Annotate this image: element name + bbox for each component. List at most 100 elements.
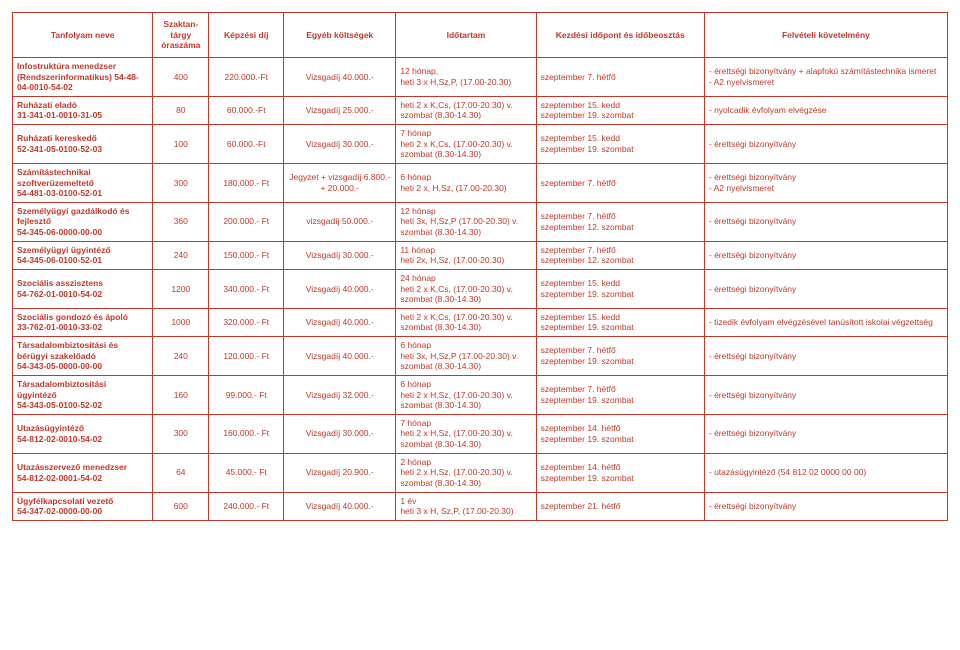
cell-hours: 240 (153, 241, 209, 269)
table-row: Ügyfélkapcsolati vezető54-347-02-0000-00… (13, 492, 948, 520)
table-row: Infostruktúra menedzser (Rendszerinforma… (13, 57, 948, 96)
cell-other: Vizsgadíj 40.000.- (284, 269, 396, 308)
cell-name: Ruházati kereskedő52-341-05-0100-52-03 (13, 125, 153, 164)
cell-name: Társadalombiztosítási ügyintéző54-343-05… (13, 375, 153, 414)
col-start: Kezdési időpont és időbeosztás (536, 13, 704, 58)
cell-start: szeptember 7. hétfőszeptember 19. szomba… (536, 337, 704, 376)
cell-req: - érettségi bizonyítvány (704, 125, 947, 164)
cell-other: Vizsgadíj 30.000.- (284, 125, 396, 164)
col-hours: Szaktan-tárgy óraszáma (153, 13, 209, 58)
table-row: Szociális gondozó és ápoló33-762-01-0010… (13, 308, 948, 336)
cell-other: Vizsgadíj 20.900.- (284, 453, 396, 492)
table-row: Személyügyi gazdálkodó és fejlesztő54-34… (13, 202, 948, 241)
cell-name: Ruházati eladó31-341-01-0010-31-05 (13, 96, 153, 124)
cell-other: Vizsgadíj 40.000.- (284, 337, 396, 376)
cell-other: Vizsgadíj 40.000.- (284, 492, 396, 520)
cell-name: Társadalombiztosítási és bérügyi szakelő… (13, 337, 153, 376)
cell-fee: 160.000.- Ft (209, 414, 284, 453)
cell-hours: 100 (153, 125, 209, 164)
col-fee: Képzési díj (209, 13, 284, 58)
cell-start: szeptember 7. hétfőszeptember 19. szomba… (536, 375, 704, 414)
cell-duration: 2 hónapheti 2 x H,Sz, (17.00-20.30) v. s… (396, 453, 536, 492)
cell-hours: 240 (153, 337, 209, 376)
cell-duration: 7 hónapheti 2 x K,Cs, (17.00-20.30) v. s… (396, 125, 536, 164)
course-table: Tanfolyam neve Szaktan-tárgy óraszáma Ké… (12, 12, 948, 521)
cell-start: szeptember 7. hétfőszeptember 12. szomba… (536, 241, 704, 269)
cell-req: - érettségi bizonyítvány + alapfokú szám… (704, 57, 947, 96)
cell-hours: 300 (153, 414, 209, 453)
col-req: Felvételi követelmény (704, 13, 947, 58)
cell-fee: 150.000.- Ft (209, 241, 284, 269)
cell-fee: 60.000.-Ft (209, 96, 284, 124)
cell-hours: 1000 (153, 308, 209, 336)
table-body: Infostruktúra menedzser (Rendszerinforma… (13, 57, 948, 520)
cell-fee: 180.000.- Ft (209, 163, 284, 202)
cell-req: - érettségi bizonyítvány- A2 nyelvismere… (704, 163, 947, 202)
cell-start: szeptember 7. hétfő (536, 57, 704, 96)
cell-other: Vizsgadíj 30.000.- (284, 241, 396, 269)
table-row: Személyügyi ügyintéző54-345-06-0100-52-0… (13, 241, 948, 269)
cell-hours: 80 (153, 96, 209, 124)
cell-fee: 320.000.- Ft (209, 308, 284, 336)
cell-duration: 6 hónapheti 3x, H,Sz,P (17.00-20.30) v. … (396, 337, 536, 376)
cell-fee: 45.000.- Ft (209, 453, 284, 492)
cell-duration: 12 hónapheti 3x, H,Sz,P (17.00-20.30) v.… (396, 202, 536, 241)
cell-duration: 1 évheti 3 x H, Sz,P, (17.00-20.30) (396, 492, 536, 520)
cell-name: Számítástechnikai szoftverüzemeltető54-4… (13, 163, 153, 202)
cell-fee: 240.000.- Ft (209, 492, 284, 520)
cell-fee: 220.000.-Ft (209, 57, 284, 96)
cell-start: szeptember 15. keddszeptember 19. szomba… (536, 125, 704, 164)
cell-duration: 12 hónap,heti 3 x H,Sz,P, (17.00-20.30) (396, 57, 536, 96)
cell-name: Szociális asszisztens54-762-01-0010-54-0… (13, 269, 153, 308)
table-row: Ruházati kereskedő52-341-05-0100-52-0310… (13, 125, 948, 164)
cell-name: Szociális gondozó és ápoló33-762-01-0010… (13, 308, 153, 336)
cell-req: - érettségi bizonyítvány (704, 269, 947, 308)
cell-start: szeptember 14. hétfőszeptember 19. szomb… (536, 414, 704, 453)
cell-hours: 360 (153, 202, 209, 241)
cell-other: Vizsgadíj 32.000.- (284, 375, 396, 414)
table-row: Társadalombiztosítási és bérügyi szakelő… (13, 337, 948, 376)
table-row: Társadalombiztosítási ügyintéző54-343-05… (13, 375, 948, 414)
cell-start: szeptember 15. keddszeptember 19. szomba… (536, 96, 704, 124)
table-row: Utazásügyintéző54-812-02-0010-54-0230016… (13, 414, 948, 453)
cell-start: szeptember 7. hétfő (536, 163, 704, 202)
cell-start: szeptember 15. keddszeptember 19. szomba… (536, 308, 704, 336)
cell-req: - érettségi bizonyítvány (704, 492, 947, 520)
cell-start: szeptember 14. hétfőszeptember 19. szomb… (536, 453, 704, 492)
cell-other: Vizsgadíj 40.000.- (284, 308, 396, 336)
cell-fee: 120.000.- Ft (209, 337, 284, 376)
table-row: Ruházati eladó31-341-01-0010-31-058060.0… (13, 96, 948, 124)
cell-other: Vizsgadíj 25.000.- (284, 96, 396, 124)
cell-hours: 64 (153, 453, 209, 492)
col-duration: Időtartam (396, 13, 536, 58)
cell-name: Személyügyi ügyintéző54-345-06-0100-52-0… (13, 241, 153, 269)
cell-duration: 6 hónapheti 2 x H,Sz, (17.00-20.30) v. s… (396, 375, 536, 414)
cell-hours: 400 (153, 57, 209, 96)
cell-start: szeptember 21. hétfő (536, 492, 704, 520)
cell-hours: 300 (153, 163, 209, 202)
cell-req: - érettségi bizonyítvány (704, 202, 947, 241)
cell-other: Jegyzet + vizsgadíj 6.800.- + 20.000.- (284, 163, 396, 202)
cell-req: - érettségi bizonyítvány (704, 414, 947, 453)
cell-start: szeptember 15. keddszeptember 19. szomba… (536, 269, 704, 308)
cell-other: Vizsgadíj 30.000.- (284, 414, 396, 453)
cell-req: - érettségi bizonyítvány (704, 241, 947, 269)
cell-duration: 11 hónapheti 2x, H,Sz, (17.00-20.30) (396, 241, 536, 269)
cell-other: vizsgadíj 50.000.- (284, 202, 396, 241)
col-name: Tanfolyam neve (13, 13, 153, 58)
table-row: Utazásszervező menedzser54-812-02-0001-5… (13, 453, 948, 492)
cell-hours: 1200 (153, 269, 209, 308)
cell-name: Infostruktúra menedzser (Rendszerinforma… (13, 57, 153, 96)
table-row: Szociális asszisztens54-762-01-0010-54-0… (13, 269, 948, 308)
table-header: Tanfolyam neve Szaktan-tárgy óraszáma Ké… (13, 13, 948, 58)
cell-fee: 340.000.- Ft (209, 269, 284, 308)
cell-fee: 99.000.- Ft (209, 375, 284, 414)
cell-duration: 24 hónapheti 2 x K,Cs, (17.00-20.30) v. … (396, 269, 536, 308)
cell-name: Utazásügyintéző54-812-02-0010-54-02 (13, 414, 153, 453)
cell-other: Vizsgadíj 40.000.- (284, 57, 396, 96)
cell-hours: 160 (153, 375, 209, 414)
cell-req: - érettségi bizonyítvány (704, 337, 947, 376)
cell-fee: 60.000.-Ft (209, 125, 284, 164)
cell-start: szeptember 7. hétfőszeptember 12. szomba… (536, 202, 704, 241)
table-row: Számítástechnikai szoftverüzemeltető54-4… (13, 163, 948, 202)
